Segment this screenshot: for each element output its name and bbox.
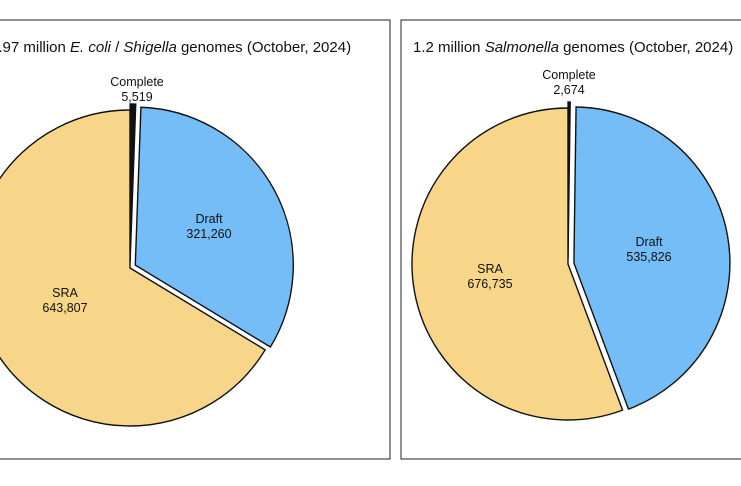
slice-value-draft-salmonella: 535,826 — [626, 250, 671, 264]
chart-title-ecoli: 1.97 million E. coli / Shigella genomes … — [0, 39, 351, 56]
slice-value-draft-ecoli: 321,260 — [186, 227, 231, 241]
slice-label-draft-salmonella: Draft — [635, 235, 663, 249]
pie-salmonella — [411, 101, 731, 421]
chart-title-salmonella: 1.2 million Salmonella genomes (October,… — [413, 39, 733, 56]
pie-ecoli — [0, 103, 294, 427]
pie-slice-draft-ecoli — [134, 106, 294, 348]
slice-label-complete-ecoli: Complete — [110, 75, 164, 89]
slice-label-sra-salmonella: SRA — [477, 262, 503, 276]
slice-label-draft-ecoli: Draft — [195, 212, 223, 226]
pie-slice-draft-salmonella — [573, 106, 731, 411]
pie-slice-sra-ecoli — [0, 109, 267, 427]
slice-value-complete-salmonella: 2,674 — [553, 83, 584, 97]
slice-value-sra-salmonella: 676,735 — [467, 277, 512, 291]
slice-value-complete-ecoli: 5,519 — [121, 90, 152, 104]
chart-panel-salmonella: 1.2 million Salmonella genomes (October,… — [400, 19, 741, 460]
pie-slice-complete-ecoli — [129, 103, 137, 263]
slice-label-sra-ecoli: SRA — [52, 286, 78, 300]
chart-panel-ecoli: 1.97 million E. coli / Shigella genomes … — [0, 19, 391, 460]
pie-slice-sra-salmonella — [411, 107, 624, 421]
slice-value-sra-ecoli: 643,807 — [42, 301, 87, 315]
slice-label-complete-salmonella: Complete — [542, 68, 596, 82]
